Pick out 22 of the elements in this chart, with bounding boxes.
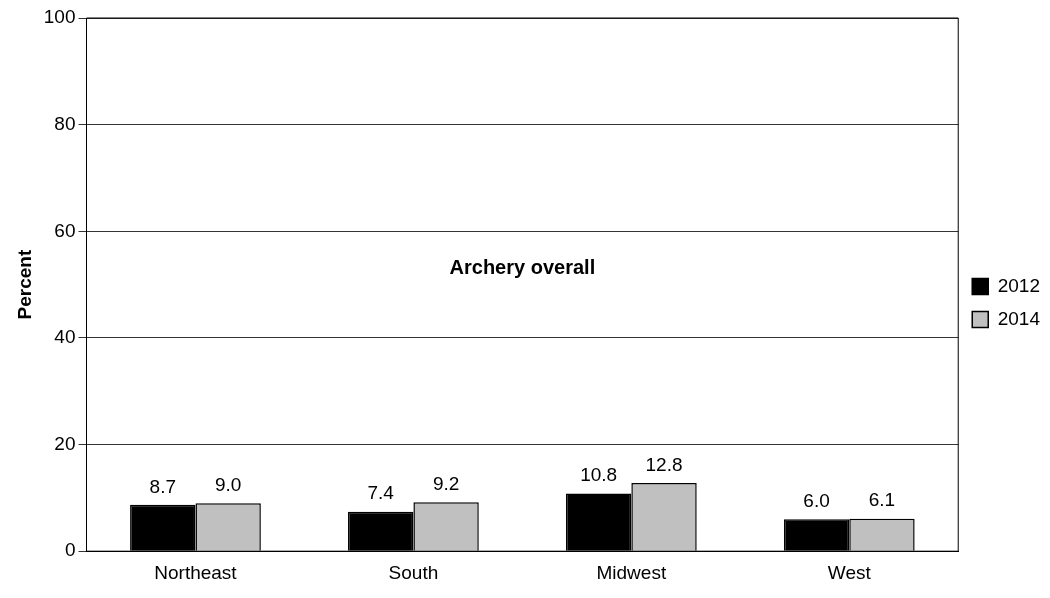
- y-tick-label: 80: [54, 112, 76, 134]
- x-tick-label: South: [388, 561, 439, 583]
- data-label: 7.4: [367, 482, 395, 504]
- data-label: 12.8: [645, 453, 683, 475]
- data-label: 9.2: [432, 472, 460, 494]
- x-tick-label: Northeast: [154, 561, 238, 583]
- data-label: 6.0: [803, 489, 830, 511]
- legend-label: 2012: [997, 274, 1041, 296]
- y-tick-label: 40: [54, 326, 76, 348]
- text: Archery overall: [449, 256, 596, 279]
- data-label: 10.8: [580, 464, 618, 486]
- y-axis-title: Percent: [13, 249, 35, 320]
- x-tick-label: West: [827, 561, 872, 583]
- data-label: 8.7: [149, 475, 176, 497]
- data-label: 6.1: [868, 489, 896, 511]
- x-tick-label: Midwest: [596, 561, 667, 583]
- y-tick-label: 60: [54, 219, 76, 241]
- y-tick-label: 100: [43, 6, 76, 28]
- y-tick-label: 20: [54, 432, 76, 454]
- data-label: 9.0: [214, 473, 242, 495]
- y-tick-label: 0: [64, 539, 76, 561]
- legend-label: 2014: [997, 307, 1041, 329]
